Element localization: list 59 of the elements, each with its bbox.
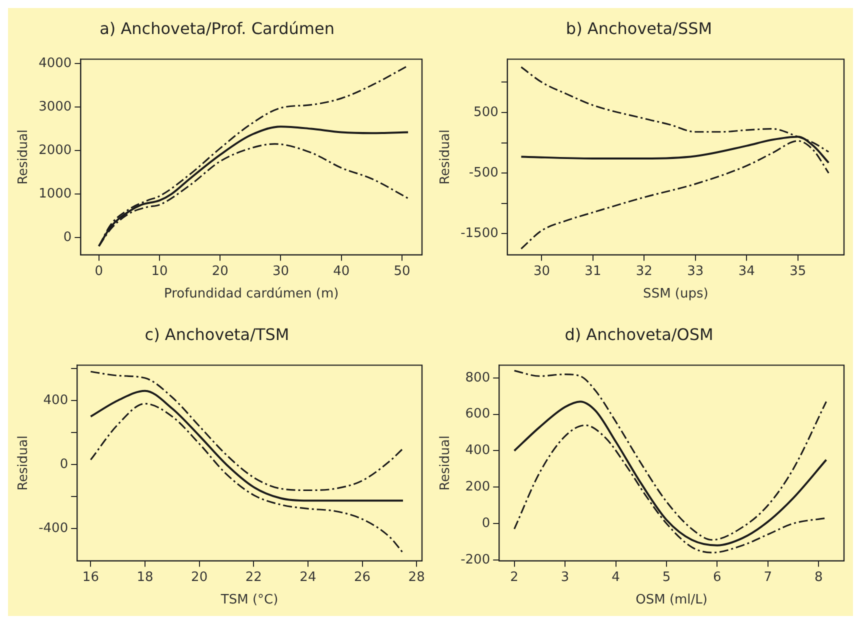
x-tick-label: 6	[713, 570, 722, 585]
x-tick-label: 4	[612, 570, 620, 585]
x-axis-title: Profundidad cardúmen (m)	[164, 286, 339, 302]
chart-title: a) Anchoveta/Prof. Cardúmen	[100, 18, 334, 38]
x-tick-label: 7	[764, 570, 772, 585]
x-tick-label: 32	[636, 264, 652, 279]
x-tick-label: 24	[300, 570, 316, 585]
x-tick-label: 30	[272, 264, 290, 279]
y-axis-title: Residual	[438, 436, 454, 490]
y-tick-label: 500	[474, 104, 498, 120]
y-tick-label: 400	[465, 443, 490, 458]
y-tick-label: 200	[465, 479, 490, 494]
y-axis-title: Residual	[16, 436, 32, 490]
x-tick-label: 50	[394, 264, 410, 279]
x-tick-label: 40	[333, 264, 350, 279]
x-axis-title: SSM (ups)	[643, 286, 708, 302]
x-tick-label: 16	[82, 570, 99, 585]
x-tick-label: 3	[560, 570, 570, 585]
y-tick-label: 0	[482, 516, 490, 531]
x-tick-label: 5	[662, 570, 671, 585]
chart-title: c) Anchoveta/TSM	[144, 324, 290, 344]
y-tick-label: 1000	[38, 186, 72, 202]
x-axis-title: TSM (°C)	[220, 592, 278, 608]
y-tick-label: 2000	[38, 142, 72, 158]
x-axis-title: OSM (ml/L)	[636, 592, 708, 608]
y-tick-label: 800	[465, 370, 490, 386]
x-tick-label: 28	[408, 570, 425, 585]
x-tick-label: 18	[136, 570, 154, 585]
x-tick-label: 34	[738, 264, 755, 279]
x-tick-label: 20	[191, 570, 208, 585]
chart-title: d) Anchoveta/OSM	[564, 324, 714, 344]
y-tick-label: 0	[60, 456, 68, 472]
line-series	[514, 370, 828, 541]
y-tick-label: -200	[460, 552, 490, 568]
y-tick-label: 600	[465, 406, 490, 422]
line-series	[90, 370, 404, 492]
x-tick-label: 31	[584, 264, 602, 279]
x-tick-label: 35	[790, 264, 806, 279]
x-tick-label: 8	[814, 570, 823, 585]
y-tick-label: 0	[63, 230, 72, 245]
y-axis-title: Residual	[438, 130, 454, 184]
x-tick-label: 20	[212, 264, 228, 279]
y-tick-label: 4000	[38, 56, 72, 71]
x-tick-label: 26	[354, 570, 371, 585]
x-tick-label: 10	[151, 264, 168, 279]
line-series	[90, 402, 404, 554]
x-tick-label: 2	[510, 570, 518, 585]
y-tick-label: -500	[468, 165, 498, 180]
y-tick-label: 400	[43, 392, 68, 408]
line-series	[90, 390, 404, 502]
y-tick-label: 3000	[38, 99, 72, 114]
x-tick-label: 0	[94, 264, 104, 279]
x-tick-label: 22	[245, 570, 262, 585]
y-tick-label: -400	[38, 521, 68, 536]
y-axis-title: Residual	[16, 130, 32, 184]
x-tick-label: 30	[533, 264, 550, 279]
chart-title: b) Anchoveta/SSM	[566, 18, 712, 38]
x-tick-label: 33	[687, 264, 704, 279]
y-tick-label: -1500	[460, 226, 498, 241]
